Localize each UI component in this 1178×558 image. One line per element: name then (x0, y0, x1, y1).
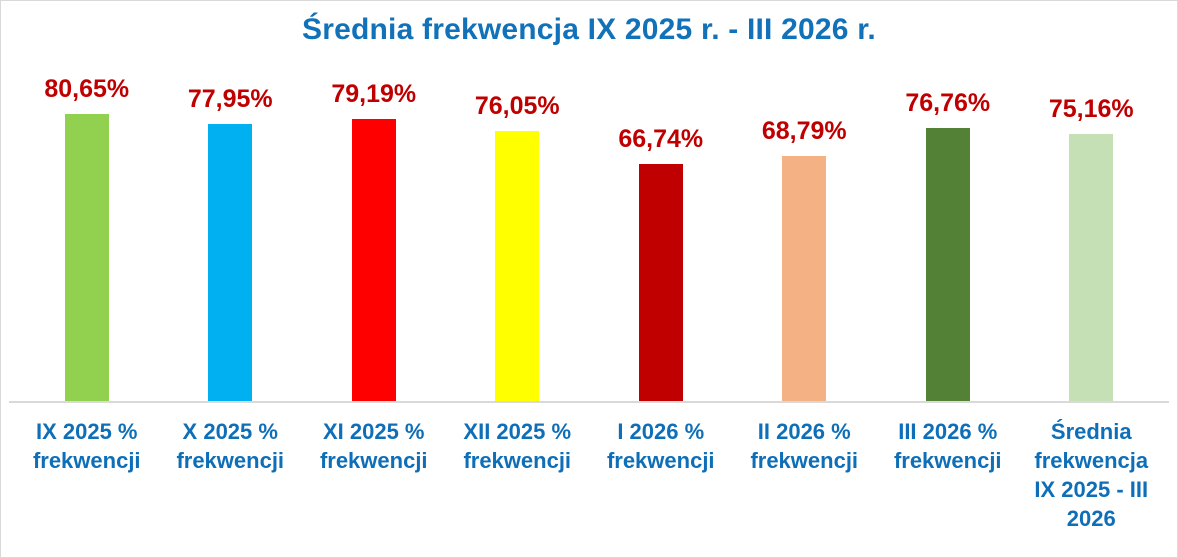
bar-group-5: 66,74% (589, 45, 733, 402)
bar-group-8: 75,16% (1020, 45, 1164, 402)
category-label: IX 2025 % frekwencji (32, 419, 141, 473)
bar (638, 163, 683, 402)
x-axis-line (9, 401, 1169, 403)
bar (64, 114, 109, 402)
bar (351, 119, 396, 402)
value-label: 75,16% (1048, 94, 1134, 123)
category-label: Średnia frekwencja IX 2025 - III 2026 (1034, 419, 1149, 531)
bar (925, 127, 970, 402)
bar (208, 123, 253, 402)
value-label: 77,95% (187, 84, 273, 113)
bar-group-4: 76,05% (446, 45, 590, 402)
category-label: III 2026 % frekwencji (893, 419, 1002, 473)
plot-area: 80,65% 77,95% 79,19% 76,05% 66,74% 68,79% 76,7… (15, 45, 1163, 402)
category-label: I 2026 % frekwencji (606, 419, 715, 473)
value-label: 80,65% (44, 75, 130, 104)
category-label: XII 2025 % frekwencji (463, 419, 572, 473)
chart-title: Średnia frekwencja IX 2025 r. - III 2026… (302, 13, 876, 46)
value-label: 66,74% (618, 124, 704, 153)
category-label: II 2026 % frekwencji (750, 419, 859, 473)
bar (782, 156, 827, 402)
category-axis: IX 2025 % frekwencji X 2025 % frekwencji X… (15, 417, 1163, 533)
bar-group-3: 79,19% (302, 45, 446, 402)
value-label: 79,19% (331, 80, 417, 109)
category-label: X 2025 % frekwencji (176, 419, 285, 473)
bar (1069, 133, 1114, 402)
bar-group-2: 77,95% (159, 45, 303, 402)
bar-group-7: 76,76% (876, 45, 1020, 402)
value-label: 76,76% (905, 88, 991, 117)
value-label: 68,79% (761, 117, 847, 146)
bar-group-1: 80,65% (15, 45, 159, 402)
value-label: 76,05% (474, 91, 560, 120)
bar (495, 130, 540, 402)
bar-group-6: 68,79% (733, 45, 877, 402)
category-label: XI 2025 % frekwencji (319, 419, 428, 473)
